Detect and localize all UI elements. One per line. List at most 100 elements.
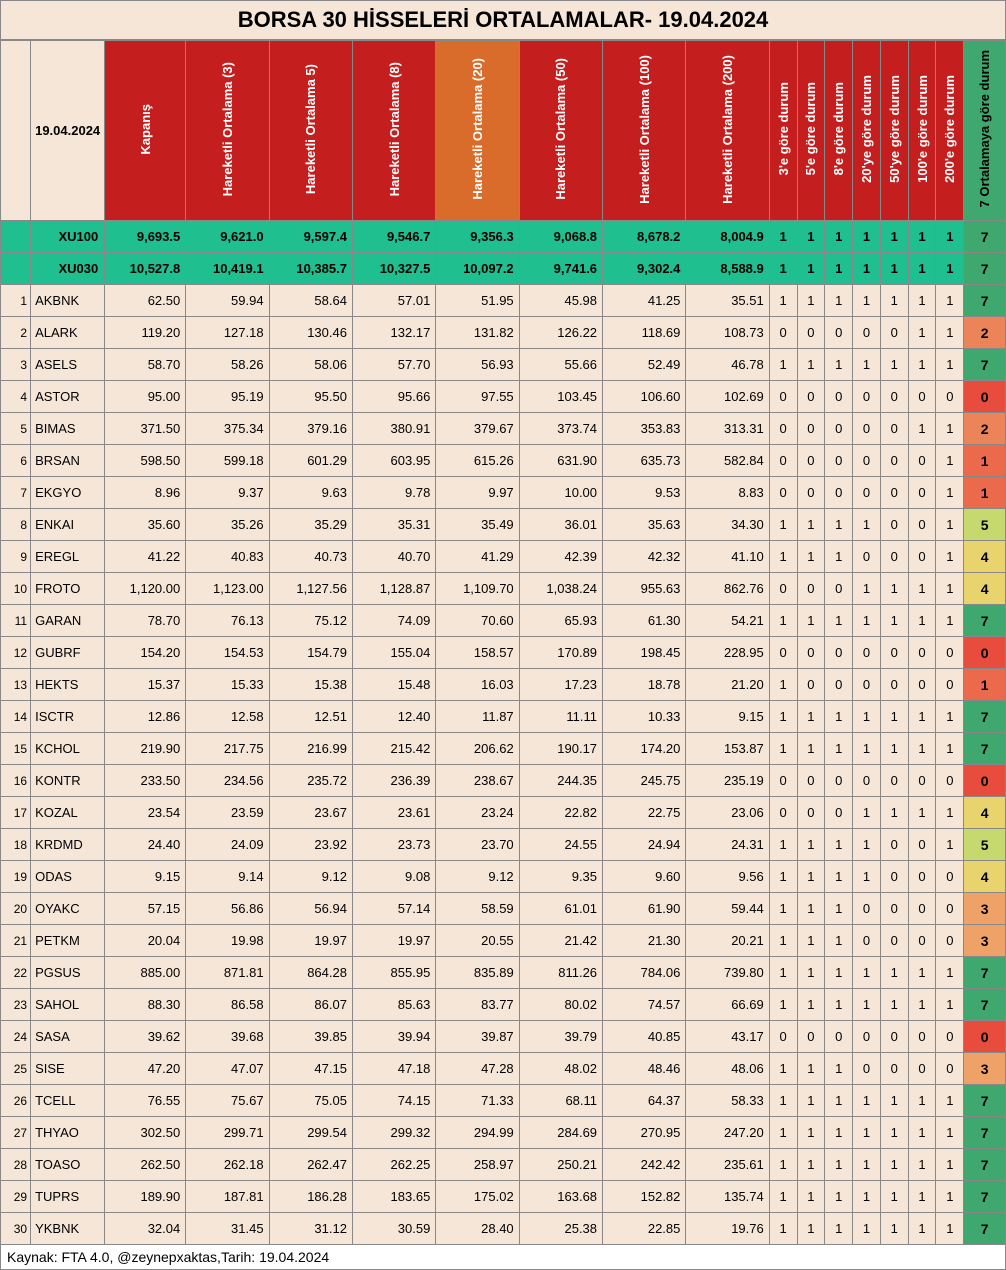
ma-value: 31.12 <box>269 1213 352 1245</box>
ticker: EKGYO <box>31 477 105 509</box>
ma-value: 51.95 <box>436 285 519 317</box>
ma-value: 65.93 <box>519 605 602 637</box>
status-flag: 1 <box>797 1053 825 1085</box>
sum-value: 7 <box>964 285 1006 317</box>
ticker: TOASO <box>31 1149 105 1181</box>
ma-value: 40.70 <box>352 541 435 573</box>
ma-value: 127.18 <box>186 317 269 349</box>
status-flag: 0 <box>769 765 797 797</box>
table-row: 23SAHOL88.3086.5886.0785.6383.7780.0274.… <box>1 989 1006 1021</box>
ma-value: 20.21 <box>686 925 769 957</box>
ma-value: 23.24 <box>436 797 519 829</box>
close-value: 88.30 <box>105 989 186 1021</box>
ma-value: 8.83 <box>686 477 769 509</box>
status-flag: 0 <box>825 413 853 445</box>
status-flag: 1 <box>880 285 908 317</box>
status-flag: 0 <box>880 765 908 797</box>
ticker: OYAKC <box>31 893 105 925</box>
close-value: 302.50 <box>105 1117 186 1149</box>
status-flag: 0 <box>936 669 964 701</box>
sum-value: 2 <box>964 317 1006 349</box>
ma-value: 43.17 <box>686 1021 769 1053</box>
ma-value: 86.58 <box>186 989 269 1021</box>
close-value: 41.22 <box>105 541 186 573</box>
ma-value: 54.21 <box>686 605 769 637</box>
close-value: 9.15 <box>105 861 186 893</box>
table-row: 19ODAS9.159.149.129.089.129.359.609.5611… <box>1 861 1006 893</box>
ma-value: 163.68 <box>519 1181 602 1213</box>
ma-value: 39.85 <box>269 1021 352 1053</box>
ma-value: 862.76 <box>686 573 769 605</box>
status-flag: 1 <box>936 605 964 637</box>
ma-value: 19.98 <box>186 925 269 957</box>
header-f20: 20'ye göre durum <box>853 41 881 221</box>
status-flag: 1 <box>825 733 853 765</box>
close-value: 62.50 <box>105 285 186 317</box>
status-flag: 0 <box>936 1021 964 1053</box>
close-value: 219.90 <box>105 733 186 765</box>
status-flag: 1 <box>936 1149 964 1181</box>
status-flag: 1 <box>825 1117 853 1149</box>
close-value: 598.50 <box>105 445 186 477</box>
ma-value: 152.82 <box>603 1181 686 1213</box>
status-flag: 1 <box>936 573 964 605</box>
ma-value: 615.26 <box>436 445 519 477</box>
ticker: GARAN <box>31 605 105 637</box>
table-row: 29TUPRS189.90187.81186.28183.65175.02163… <box>1 1181 1006 1213</box>
sum-value: 7 <box>964 253 1006 285</box>
ma-value: 36.01 <box>519 509 602 541</box>
ma-value: 9.97 <box>436 477 519 509</box>
row-number: 24 <box>1 1021 31 1053</box>
ma-value: 35.31 <box>352 509 435 541</box>
table-row: 6BRSAN598.50599.18601.29603.95615.26631.… <box>1 445 1006 477</box>
status-flag: 1 <box>825 925 853 957</box>
status-flag: 0 <box>908 381 936 413</box>
ma-value: 58.59 <box>436 893 519 925</box>
header-ma8: Hareketli Ortalama (8) <box>352 41 435 221</box>
header-f8: 8'e göre durum <box>825 41 853 221</box>
ma-value: 9.08 <box>352 861 435 893</box>
status-flag: 1 <box>936 349 964 381</box>
status-flag: 1 <box>880 253 908 285</box>
ma-value: 76.13 <box>186 605 269 637</box>
status-flag: 1 <box>880 701 908 733</box>
ma-value: 10,327.5 <box>352 253 435 285</box>
ma-value: 75.05 <box>269 1085 352 1117</box>
status-flag: 1 <box>825 989 853 1021</box>
row-number: 3 <box>1 349 31 381</box>
ma-value: 85.63 <box>352 989 435 1021</box>
ma-value: 102.69 <box>686 381 769 413</box>
ma-value: 24.31 <box>686 829 769 861</box>
ma-value: 9.63 <box>269 477 352 509</box>
ma-value: 21.20 <box>686 669 769 701</box>
ticker: SAHOL <box>31 989 105 1021</box>
ma-value: 175.02 <box>436 1181 519 1213</box>
ma-value: 66.69 <box>686 989 769 1021</box>
ma-value: 183.65 <box>352 1181 435 1213</box>
status-flag: 1 <box>936 1181 964 1213</box>
status-flag: 1 <box>880 1181 908 1213</box>
status-flag: 0 <box>797 637 825 669</box>
ma-value: 23.67 <box>269 797 352 829</box>
status-flag: 1 <box>908 797 936 829</box>
status-flag: 0 <box>908 925 936 957</box>
status-flag: 0 <box>908 1021 936 1053</box>
footer-source: Kaynak: FTA 4.0, @zeynepxaktas,Tarih: 19… <box>0 1245 1006 1270</box>
header-f200: 200'e göre durum <box>936 41 964 221</box>
ma-value: 313.31 <box>686 413 769 445</box>
ma-value: 21.30 <box>603 925 686 957</box>
status-flag: 1 <box>936 285 964 317</box>
close-value: 24.40 <box>105 829 186 861</box>
status-flag: 1 <box>769 253 797 285</box>
ma-value: 35.63 <box>603 509 686 541</box>
sum-value: 7 <box>964 1085 1006 1117</box>
status-flag: 0 <box>880 637 908 669</box>
row-number: 9 <box>1 541 31 573</box>
status-flag: 0 <box>853 893 881 925</box>
ma-value: 23.73 <box>352 829 435 861</box>
index-row: XU1009,693.59,621.09,597.49,546.79,356.3… <box>1 221 1006 253</box>
status-flag: 1 <box>853 605 881 637</box>
ma-value: 8,004.9 <box>686 221 769 253</box>
status-flag: 1 <box>797 285 825 317</box>
row-number: 19 <box>1 861 31 893</box>
